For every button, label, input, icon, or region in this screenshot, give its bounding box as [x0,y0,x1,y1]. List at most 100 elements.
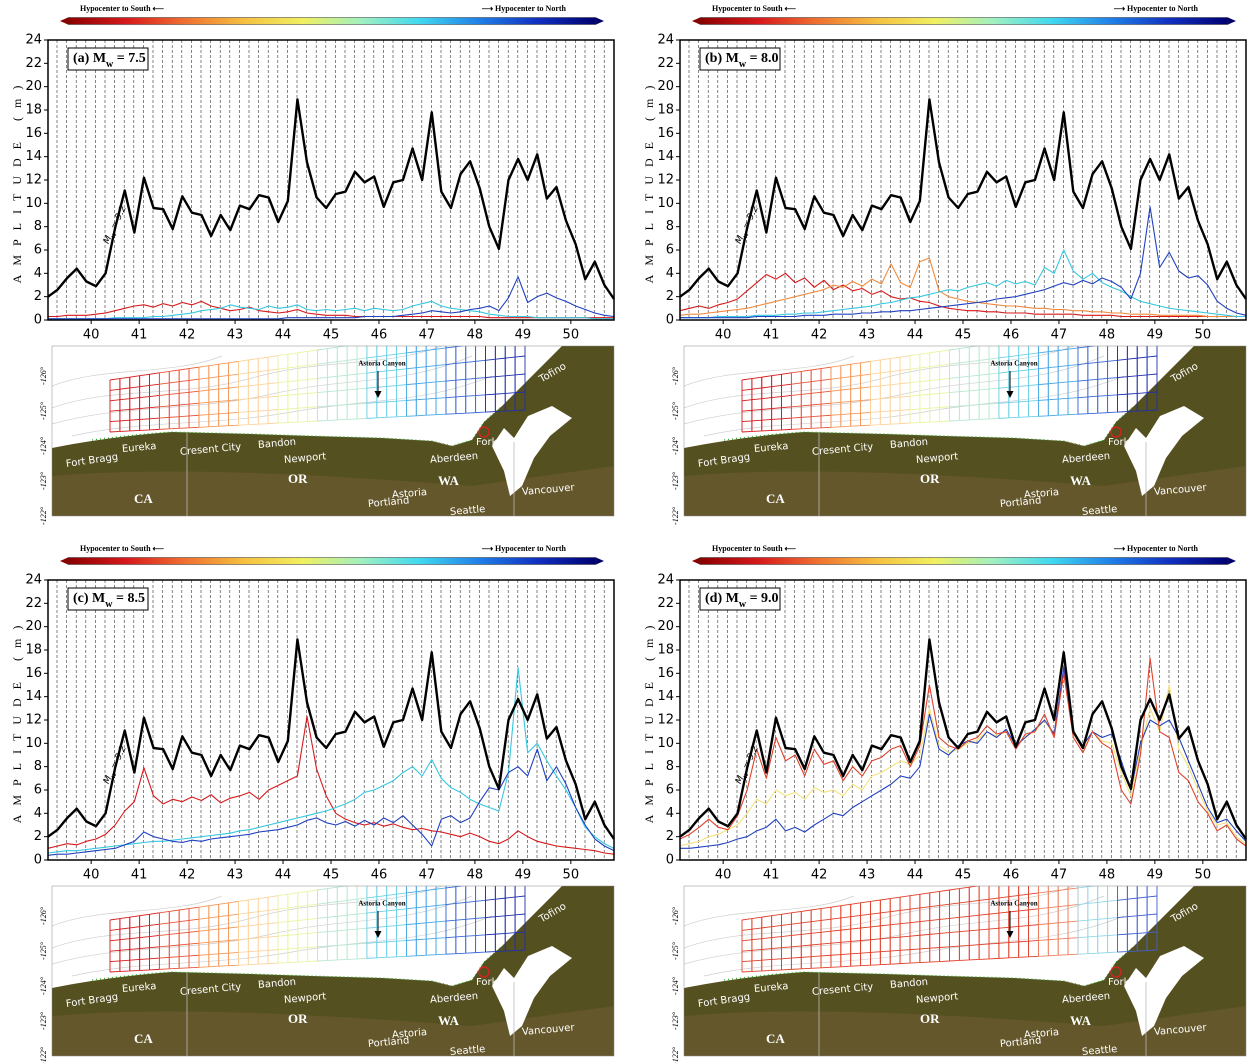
y-tick-label: 8 [666,219,674,234]
x-tick-label: 44 [907,868,924,883]
place-label: WA [438,473,460,488]
x-tick-label: 45 [323,868,340,883]
y-tick-label: 10 [25,736,42,751]
y-tick-label: 22 [657,56,674,71]
place-label: OR [288,471,308,486]
colorbar-label: Hypocenter to South ⟵ [80,544,165,553]
colorbar-label: ⟶ Hypocenter to North [1114,4,1199,13]
text-part: (c) M [73,591,105,606]
x-tick-label: 50 [563,868,580,883]
y-tick-label: 24 [657,33,674,48]
x-tick-label: 48 [467,868,484,883]
panel: Hypocenter to South ⟵⟶ Hypocenter to Nor… [642,4,1246,525]
y-tick-label: 2 [666,289,674,304]
y-tick-label: 24 [25,573,42,588]
longitude-label: -126° [671,906,680,925]
y-tick-label: 0 [34,313,42,328]
colorbar-end [692,18,700,25]
y-tick-label: 2 [34,289,42,304]
y-axis-label: AMPLITUDE (m) [642,617,656,824]
y-tick-label: 14 [657,149,674,164]
x-tick-label: 40 [83,868,100,883]
x-tick-label: 41 [763,328,780,343]
canyon-label: Astoria Canyon [358,900,405,908]
colorbar-label: ⟶ Hypocenter to North [482,4,567,13]
text-part: (b) M [705,51,739,66]
colorbar-end [60,18,68,25]
x-tick-label: 48 [1099,328,1116,343]
y-tick-label: 8 [34,759,42,774]
x-tick-label: 46 [1003,328,1020,343]
longitude-label: -123° [671,471,680,490]
colorbar-end [692,558,700,565]
x-tick-label: 48 [467,328,484,343]
colorbar-label: ⟶ Hypocenter to North [482,544,567,553]
x-tick-label: 44 [275,868,292,883]
place-label: OR [288,1011,308,1026]
x-tick-label: 45 [323,328,340,343]
x-tick-label: 43 [227,868,244,883]
y-tick-label: 2 [666,829,674,844]
place-label: CA [766,1031,785,1046]
y-tick-label: 20 [25,79,42,94]
y-tick-label: 0 [34,853,42,868]
y-tick-label: 12 [25,173,42,188]
panel: Hypocenter to South ⟵ ⟶ Hypocenter to Nor… [10,544,614,1063]
place-label: OR [920,471,940,486]
x-tick-label: 46 [371,868,388,883]
colorbar-end [1228,18,1236,25]
x-tick-label: 49 [1147,868,1164,883]
y-tick-label: 8 [666,759,674,774]
longitude-label: -125° [671,941,680,960]
y-tick-label: 18 [657,103,674,118]
panel: Hypocenter to South ⟵⟶ Hypocenter to Nor… [642,544,1246,1063]
y-tick-label: 18 [25,643,42,658]
longitude-label: -125° [39,401,48,420]
x-tick-label: 44 [907,328,924,343]
y-tick-label: 16 [657,126,674,141]
canyon-label: Astoria Canyon [358,360,405,368]
y-tick-label: 6 [666,783,674,798]
x-tick-label: 47 [1051,868,1068,883]
plot-area [680,580,1246,860]
y-tick-label: 16 [657,666,674,681]
y-tick-label: 4 [34,806,42,821]
y-tick-label: 24 [25,33,42,48]
y-tick-label: 16 [25,126,42,141]
x-tick-label: 45 [955,328,972,343]
longitude-label: -122° [671,506,680,525]
x-tick-label: 42 [179,868,196,883]
x-tick-label: 49 [515,328,532,343]
y-tick-label: 16 [25,666,42,681]
y-tick-label: 14 [657,689,674,704]
y-tick-label: 10 [25,196,42,211]
y-axis-label: AMPLITUDE (m) [10,617,24,824]
x-tick-label: 41 [131,328,148,343]
y-tick-label: 14 [25,689,42,704]
x-tick-label: 40 [715,328,732,343]
longitude-label: -124° [39,976,48,995]
longitude-label: -122° [39,1046,48,1063]
colorbar [700,558,1228,565]
x-tick-label: 43 [227,328,244,343]
y-tick-label: 2 [34,829,42,844]
page: Hypocenter to South ⟵ ⟶ Hypocenter to Nor… [0,0,1248,1063]
y-tick-label: 22 [25,596,42,611]
y-tick-label: 8 [34,219,42,234]
longitude-label: -126° [671,366,680,385]
colorbar-label: ⟶ Hypocenter to North [1114,544,1199,553]
longitude-label: -123° [671,1011,680,1030]
x-tick-label: 47 [419,328,436,343]
y-tick-label: 22 [657,596,674,611]
text-part: = 8.5 [113,591,145,606]
y-tick-label: 10 [657,196,674,211]
x-tick-label: 47 [1051,328,1068,343]
longitude-label: -123° [39,1011,48,1030]
map-body: Astoria CanyonFort BraggEurekaCresent Ci… [52,320,614,518]
longitude-label: -126° [39,366,48,385]
canyon-label: Astoria Canyon [990,360,1037,368]
y-tick-label: 22 [25,56,42,71]
y-tick-label: 6 [666,243,674,258]
y-tick-label: 20 [657,79,674,94]
